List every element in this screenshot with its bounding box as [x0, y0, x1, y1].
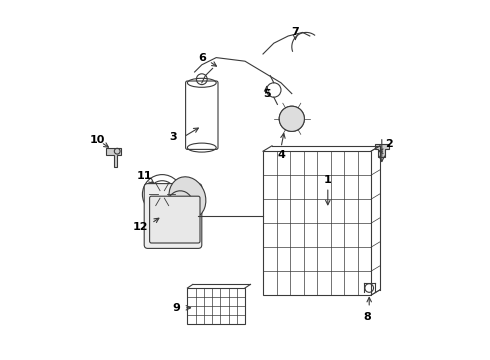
Circle shape [159, 191, 166, 198]
Bar [187, 288, 245, 324]
FancyBboxPatch shape [144, 184, 202, 248]
Polygon shape [374, 144, 389, 157]
Circle shape [279, 106, 304, 131]
Text: 3: 3 [169, 132, 177, 142]
Text: 10: 10 [90, 135, 105, 145]
Ellipse shape [169, 177, 206, 219]
Text: 9: 9 [172, 303, 180, 313]
FancyBboxPatch shape [149, 196, 200, 243]
Text: 12: 12 [133, 222, 148, 232]
Text: 4: 4 [277, 150, 285, 160]
Text: 11: 11 [136, 171, 152, 181]
Text: 1: 1 [324, 175, 332, 185]
Polygon shape [106, 148, 121, 167]
FancyBboxPatch shape [186, 81, 218, 149]
Bar [263, 151, 371, 295]
Text: 2: 2 [385, 139, 393, 149]
Text: 8: 8 [364, 312, 371, 322]
Text: 6: 6 [198, 53, 206, 63]
Text: 7: 7 [292, 27, 299, 37]
Text: 5: 5 [263, 89, 270, 99]
